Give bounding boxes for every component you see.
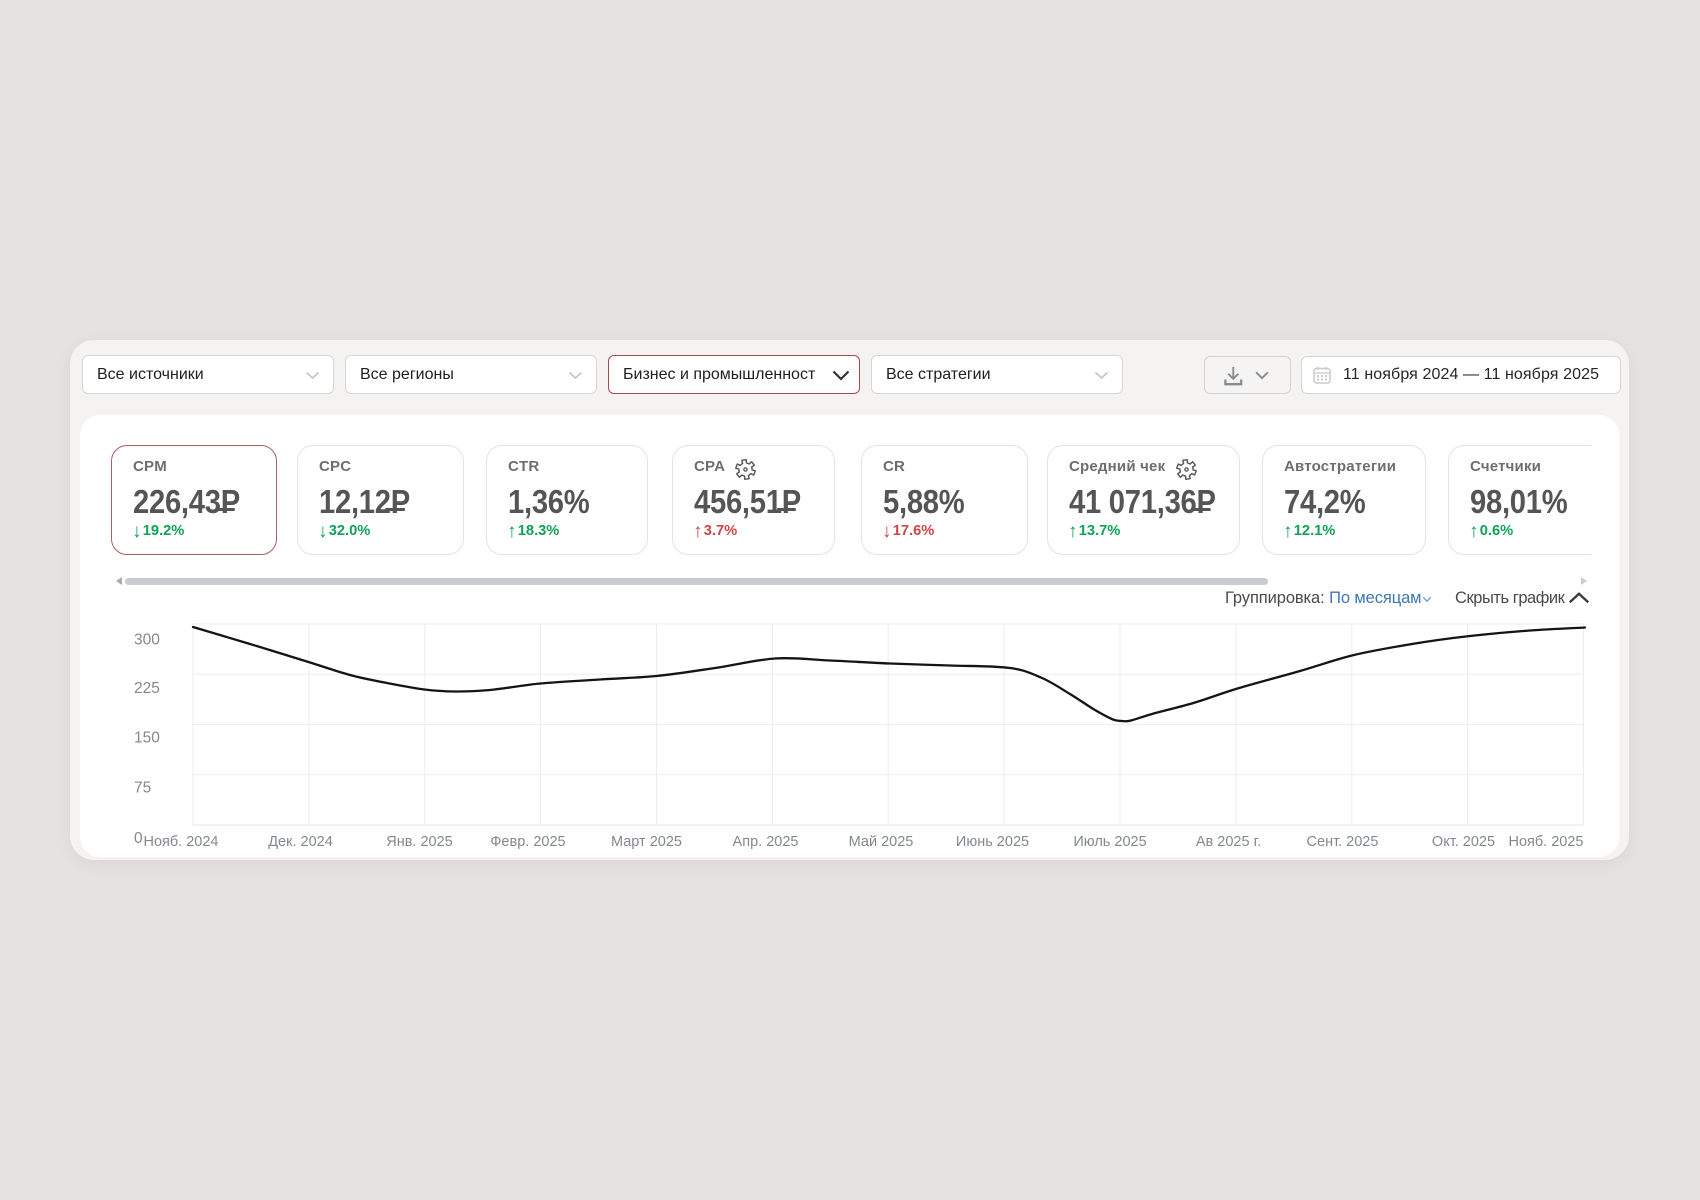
svg-text:225: 225 [134,680,160,697]
svg-text:Март 2025: Март 2025 [611,834,682,850]
svg-text:75: 75 [134,780,151,797]
svg-text:0: 0 [134,830,143,847]
svg-text:Дек. 2024: Дек. 2024 [268,834,333,850]
svg-text:Июль 2025: Июль 2025 [1073,834,1146,850]
svg-text:150: 150 [134,730,160,747]
svg-text:300: 300 [134,632,160,649]
svg-text:Нояб. 2024: Нояб. 2024 [143,834,218,850]
svg-text:Май 2025: Май 2025 [849,834,914,850]
svg-text:Окт. 2025: Окт. 2025 [1432,834,1495,850]
svg-text:Сент. 2025: Сент. 2025 [1307,834,1379,850]
svg-text:Нояб. 2025: Нояб. 2025 [1508,834,1583,850]
svg-text:Ав 2025 г.: Ав 2025 г. [1196,834,1261,850]
svg-text:Янв. 2025: Янв. 2025 [386,834,453,850]
svg-text:Июнь 2025: Июнь 2025 [956,834,1029,850]
svg-text:Апр. 2025: Апр. 2025 [733,834,799,850]
svg-text:Февр. 2025: Февр. 2025 [490,834,565,850]
